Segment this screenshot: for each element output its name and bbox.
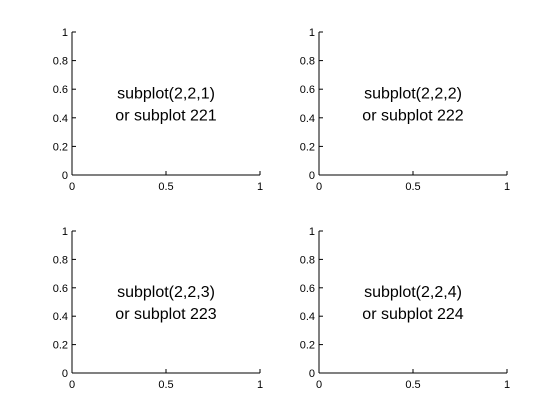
x-tick-label: 0 bbox=[316, 181, 322, 193]
y-tick-label: 0 bbox=[62, 170, 68, 182]
x-tick-label: 0.5 bbox=[405, 379, 420, 391]
y-tick-label: 0.4 bbox=[300, 113, 315, 125]
y-tick-label: 0.8 bbox=[53, 56, 68, 68]
y-tick-label: 0 bbox=[62, 368, 68, 380]
x-tick-label: 0 bbox=[69, 181, 75, 193]
y-tick-label: 0 bbox=[309, 368, 315, 380]
annotation: or subplot 222 bbox=[362, 108, 464, 125]
y-tick-label: 0.6 bbox=[300, 84, 315, 96]
x-tick-label: 0.5 bbox=[158, 379, 173, 391]
x-tick-label: 1 bbox=[504, 379, 510, 391]
annotation: subplot(2,2,3) bbox=[117, 284, 215, 301]
subplot: 0 0.2 0.4 0.6 0.8 1 0 0.5 1 subplot(2,2,4) or subp… bbox=[300, 226, 510, 391]
x-tick-label: 0.5 bbox=[405, 181, 420, 193]
y-tick-label: 0.4 bbox=[300, 311, 315, 323]
annotation: or subplot 223 bbox=[115, 306, 217, 323]
y-tick-label: 0.2 bbox=[53, 141, 68, 153]
y-tick-label: 1 bbox=[62, 226, 68, 238]
subplot: 0 0.2 0.4 0.6 0.8 1 0 0.5 1 subplot(2,2,3) or subp… bbox=[53, 226, 263, 391]
y-tick-label: 0 bbox=[309, 170, 315, 182]
y-tick-label: 1 bbox=[62, 27, 68, 39]
x-tick-label: 1 bbox=[257, 379, 263, 391]
x-tick-label: 0.5 bbox=[158, 181, 173, 193]
subplot: 0 0.2 0.4 0.6 0.8 1 0 0.5 1 subplot(2,2,2) or subp… bbox=[300, 27, 510, 193]
y-tick-label: 0.8 bbox=[300, 254, 315, 266]
x-tick-label: 0 bbox=[69, 379, 75, 391]
y-tick-label: 0.6 bbox=[300, 283, 315, 295]
y-tick-label: 0.2 bbox=[53, 340, 68, 352]
annotation: subplot(2,2,4) bbox=[364, 284, 462, 301]
annotation: subplot(2,2,2) bbox=[364, 86, 462, 103]
y-tick-label: 1 bbox=[309, 27, 315, 39]
subplot: 0 0.2 0.4 0.6 0.8 1 0 0.5 1 subplot(2,2,1) or subp… bbox=[53, 27, 263, 193]
y-tick-label: 0.6 bbox=[53, 84, 68, 96]
y-tick-label: 0.4 bbox=[53, 311, 68, 323]
y-tick-label: 0.8 bbox=[53, 254, 68, 266]
y-tick-label: 0.6 bbox=[53, 283, 68, 295]
annotation: or subplot 221 bbox=[115, 108, 217, 125]
x-tick-label: 1 bbox=[257, 181, 263, 193]
y-tick-label: 0.2 bbox=[300, 141, 315, 153]
annotation: or subplot 224 bbox=[362, 306, 464, 323]
y-tick-label: 0.4 bbox=[53, 113, 68, 125]
x-tick-label: 1 bbox=[504, 181, 510, 193]
y-tick-label: 0.2 bbox=[300, 340, 315, 352]
y-tick-label: 0.8 bbox=[300, 56, 315, 68]
annotation: subplot(2,2,1) bbox=[117, 86, 215, 103]
y-tick-label: 1 bbox=[309, 226, 315, 238]
x-tick-label: 0 bbox=[316, 379, 322, 391]
